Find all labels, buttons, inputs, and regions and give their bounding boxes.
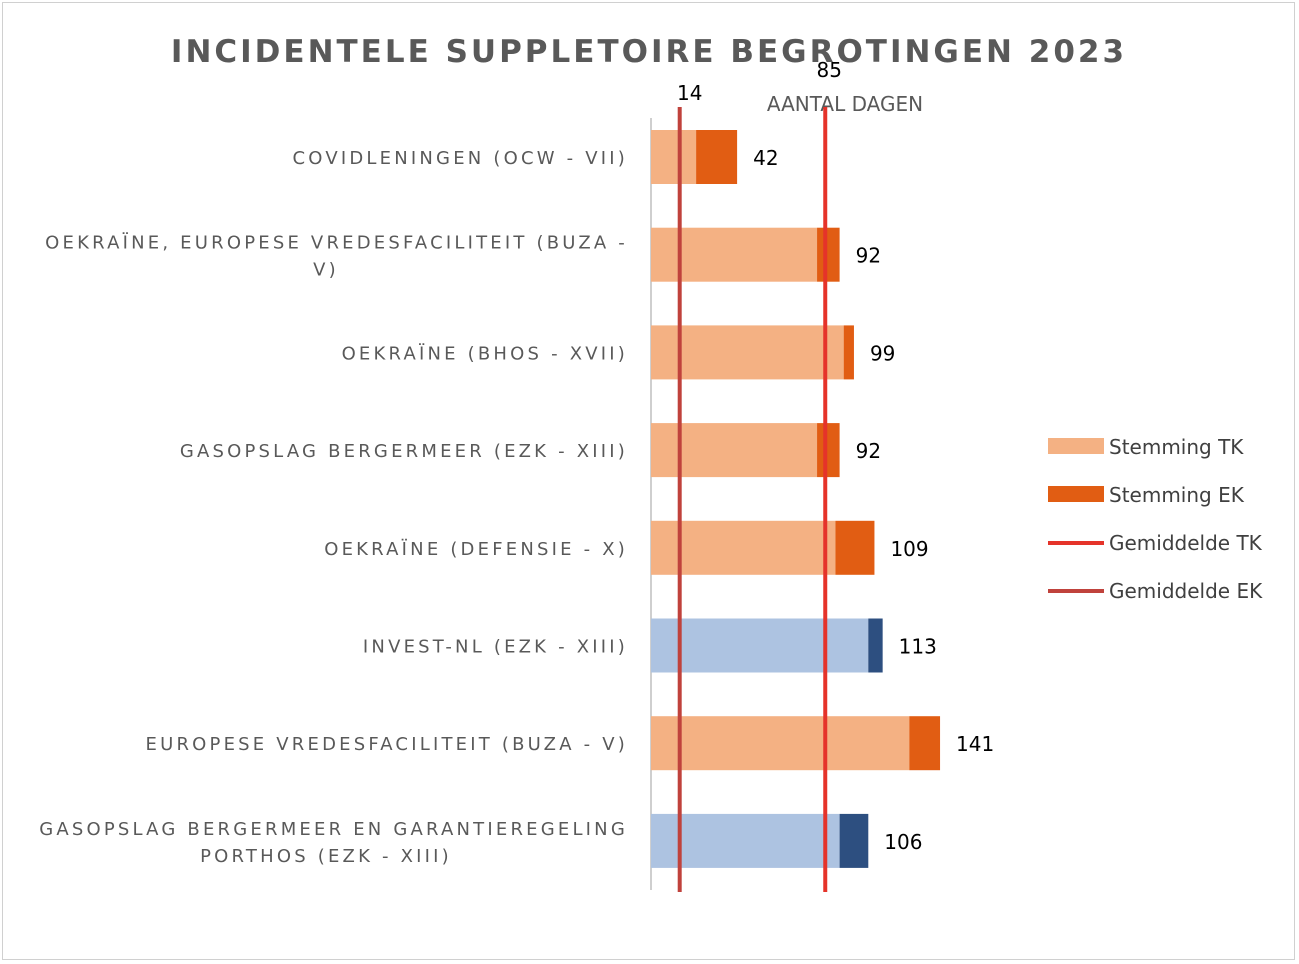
category-label-7-line-2: PORTHOS (EZK - XIII)	[200, 846, 452, 867]
bar-stemming-ek-2	[843, 325, 854, 380]
category-label-1-line-1: OEKRAÏNE, EUROPESE VREDESFACILITEIT (BUZ…	[45, 233, 628, 254]
bar-stemming-tk-7	[651, 813, 840, 868]
bar-stemming-tk-4	[651, 520, 836, 575]
reference-lines-group: 14 85	[677, 58, 842, 892]
bar-stemming-tk-3	[651, 423, 818, 478]
data-label-total-5: 113	[899, 635, 937, 659]
category-label-0: COVIDLENINGEN (OCW - VII)	[293, 148, 629, 169]
bar-stemming-ek-4	[835, 520, 875, 575]
data-label-total-6: 141	[956, 732, 994, 756]
bar-stemming-ek-7	[839, 813, 869, 868]
bar-stemming-tk-0	[651, 130, 697, 184]
legend-label-stemming-tk: Stemming TK	[1109, 435, 1244, 459]
reference-label-gemiddelde-tk: 85	[817, 58, 842, 82]
category-label-5: INVEST-NL (EZK - XIII)	[363, 637, 628, 658]
category-labels-group: COVIDLENINGEN (OCW - VII) OEKRAÏNE, EUROP…	[39, 148, 629, 867]
legend-label-stemming-ek: Stemming EK	[1109, 483, 1245, 507]
bar-stemming-ek-1	[817, 227, 840, 282]
legend-label-gemiddelde-ek: Gemiddelde EK	[1109, 579, 1263, 603]
bars-group: 42 92 99 92 109 113 141 106	[650, 118, 994, 890]
category-label-4: OEKRAÏNE (DEFENSIE - X)	[324, 539, 628, 560]
legend-swatch-stemming-tk	[1048, 438, 1104, 454]
category-label-3: GASOPSLAG BERGERMEER (EZK - XIII)	[180, 441, 628, 462]
data-label-total-2: 99	[870, 341, 895, 365]
chart-title: INCIDENTELE SUPPLETOIRE BEGROTINGEN 2023	[171, 34, 1127, 70]
bar-stemming-ek-3	[817, 423, 840, 478]
data-label-total-1: 92	[856, 244, 881, 268]
data-label-total-0: 42	[753, 146, 778, 170]
bar-stemming-tk-6	[651, 716, 910, 771]
bar-stemming-ek-5	[868, 618, 883, 673]
data-label-total-3: 92	[856, 439, 881, 463]
bar-stemming-ek-6	[909, 716, 941, 771]
legend: Stemming TK Stemming EK Gemiddelde TK Gemid…	[1048, 435, 1263, 603]
legend-swatch-stemming-ek	[1048, 486, 1104, 502]
category-label-6: EUROPESE VREDESFACILITEIT (BUZA - V)	[146, 734, 628, 755]
legend-label-gemiddelde-tk: Gemiddelde TK	[1109, 531, 1263, 555]
bar-stemming-tk-1	[651, 227, 818, 282]
bar-stemming-tk-5	[651, 618, 869, 673]
bar-stemming-tk-2	[651, 325, 844, 380]
category-label-7-line-1: GASOPSLAG BERGERMEER EN GARANTIEREGELING	[39, 819, 628, 840]
category-label-2: OEKRAÏNE (BHOS - XVII)	[342, 343, 628, 364]
data-label-total-4: 109	[890, 537, 928, 561]
x-axis-title: AANTAL DAGEN	[767, 92, 923, 116]
reference-label-gemiddelde-ek: 14	[677, 81, 702, 105]
category-label-1-line-2: V)	[313, 260, 339, 281]
bar-stemming-ek-0	[696, 130, 738, 184]
data-label-total-7: 106	[884, 830, 922, 854]
